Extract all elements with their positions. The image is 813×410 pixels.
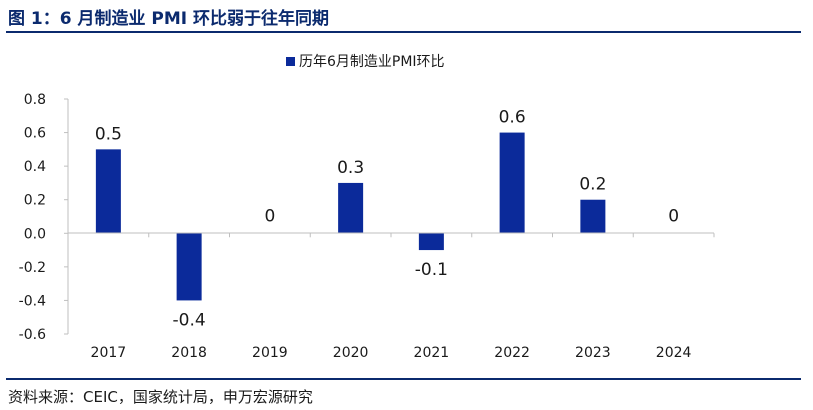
title-rule bbox=[6, 31, 801, 33]
x-tick-label: 2017 bbox=[91, 345, 127, 361]
y-tick-label: -0.4 bbox=[19, 293, 46, 309]
legend-label: 历年6月制造业PMI环比 bbox=[299, 54, 445, 70]
x-tick-label: 2022 bbox=[494, 345, 530, 361]
y-axis: 0.8 0.6 0.4 0.2 0.0 -0.2 -0.4 -0.6 bbox=[19, 92, 68, 343]
legend-swatch bbox=[286, 57, 295, 66]
bar-2018 bbox=[176, 233, 202, 301]
data-label-2018: -0.4 bbox=[173, 310, 206, 330]
x-tick-label: 2019 bbox=[252, 345, 288, 361]
y-tick-label: -0.6 bbox=[19, 327, 46, 343]
source-note: 资料来源：CEIC，国家统计局，申万宏源研究 bbox=[8, 388, 313, 406]
data-label-2017: 0.5 bbox=[95, 124, 122, 144]
bar-2017 bbox=[95, 149, 121, 234]
y-tick-label: -0.2 bbox=[19, 260, 46, 276]
bar-2021 bbox=[418, 233, 444, 251]
bar-2023 bbox=[580, 199, 606, 234]
data-label-2024: 0 bbox=[668, 206, 679, 226]
x-tick-label: 2018 bbox=[171, 345, 207, 361]
x-tick-label: 2021 bbox=[414, 345, 450, 361]
data-label-2023: 0.2 bbox=[579, 175, 606, 195]
data-label-2021: -0.1 bbox=[415, 260, 448, 280]
data-label-2022: 0.6 bbox=[499, 108, 526, 128]
x-axis: 2017 2018 2019 2020 2021 2022 2023 2024 bbox=[67, 233, 715, 361]
data-label-2020: 0.3 bbox=[337, 158, 364, 178]
y-tick-label: 0.0 bbox=[24, 226, 46, 242]
x-tick-label: 2020 bbox=[333, 345, 369, 361]
figure-title: 图 1：6 月制造业 PMI 环比弱于往年同期 bbox=[8, 9, 330, 29]
y-tick-label: 0.2 bbox=[24, 193, 46, 209]
chart-legend: 历年6月制造业PMI环比 bbox=[286, 54, 445, 70]
source-rule bbox=[6, 378, 801, 380]
y-tick-label: 0.4 bbox=[24, 159, 46, 175]
y-tick-label: 0.6 bbox=[24, 126, 46, 142]
x-tick-label: 2023 bbox=[575, 345, 611, 361]
y-tick-label: 0.8 bbox=[24, 92, 46, 108]
data-labels: 0.5 -0.4 0 0.3 -0.1 0.6 0.2 0 bbox=[95, 108, 679, 331]
x-tick-label: 2024 bbox=[656, 345, 692, 361]
bar-2020 bbox=[338, 182, 364, 234]
bars bbox=[95, 132, 606, 301]
bar-2022 bbox=[499, 132, 525, 234]
data-label-2019: 0 bbox=[264, 206, 275, 226]
